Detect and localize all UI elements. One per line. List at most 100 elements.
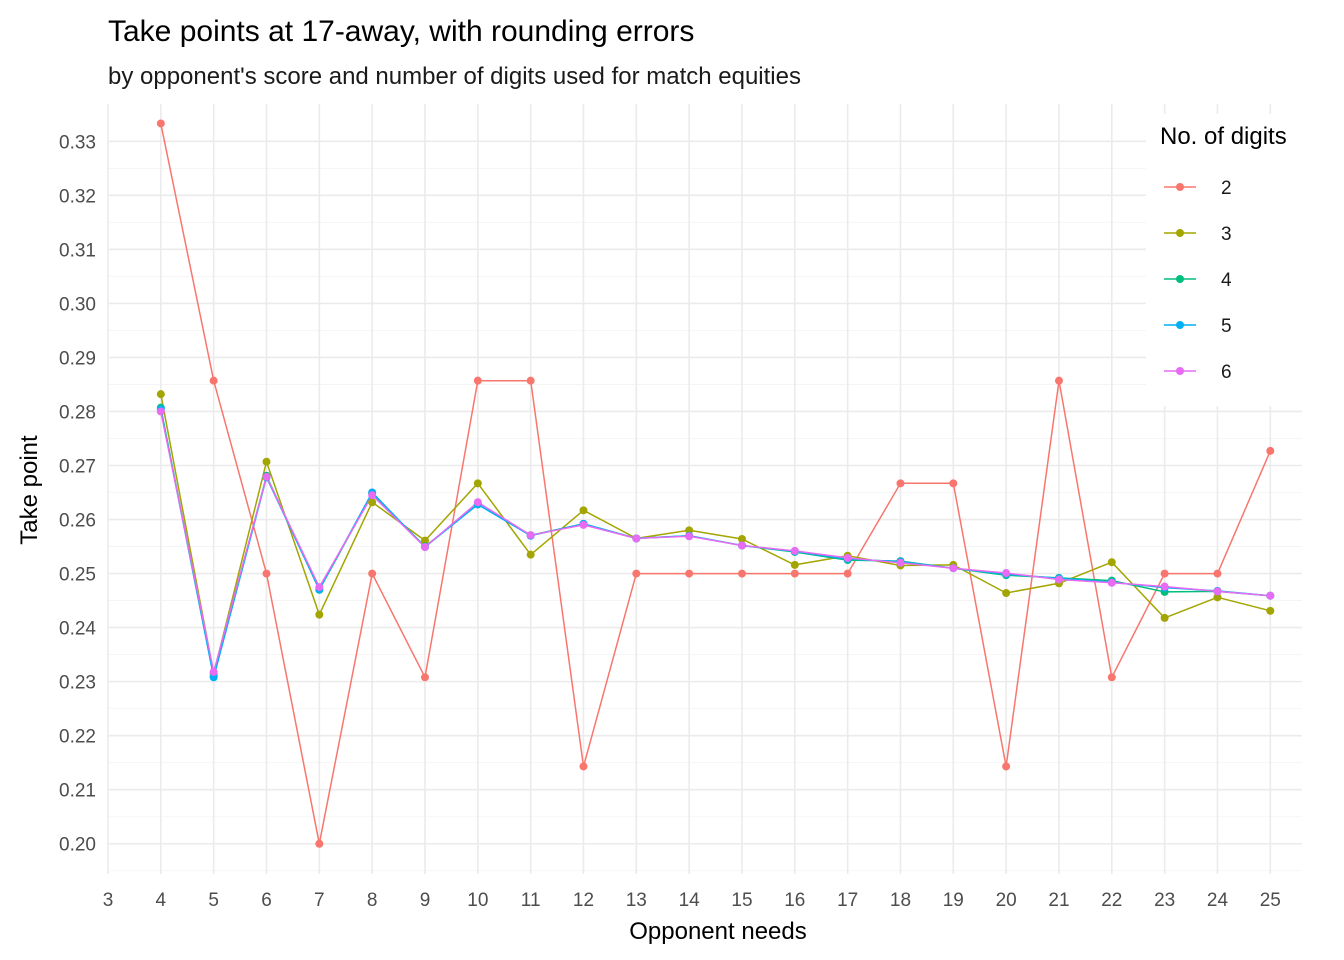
data-point-2 [209, 376, 218, 385]
data-point-6 [473, 498, 482, 507]
data-point-6 [262, 472, 271, 481]
x-tick-label: 10 [467, 890, 488, 911]
data-point-3 [315, 610, 324, 619]
x-tick-label: 5 [208, 890, 219, 911]
data-point-6 [1213, 587, 1222, 596]
data-point-3 [526, 550, 535, 559]
x-tick-label: 3 [103, 890, 114, 911]
data-point-3 [1002, 589, 1011, 598]
x-tick-label: 18 [890, 890, 911, 911]
data-point-2 [1054, 376, 1063, 385]
data-point-6 [949, 564, 958, 573]
x-tick-label: 14 [679, 890, 701, 911]
data-point-2 [949, 479, 958, 488]
data-point-6 [1107, 578, 1116, 587]
y-tick-label: 0.28 [59, 402, 96, 423]
data-point-2 [737, 569, 746, 578]
data-point-6 [843, 553, 852, 562]
x-tick-label: 11 [521, 890, 541, 911]
data-point-6 [579, 520, 588, 529]
data-point-2 [1266, 446, 1275, 455]
data-point-2 [262, 569, 271, 578]
data-point-6 [1054, 575, 1063, 584]
series-line-6 [160, 411, 1271, 673]
x-tick-label: 20 [996, 890, 1017, 911]
data-point-2 [420, 673, 429, 682]
x-tick-label: 16 [784, 890, 805, 911]
y-tick-label: 0.32 [59, 186, 96, 207]
data-point-2 [368, 569, 377, 578]
y-tick-label: 0.31 [59, 240, 96, 261]
data-point-6 [1002, 569, 1011, 578]
data-point-3 [1160, 613, 1169, 622]
data-point-2 [1002, 762, 1011, 771]
data-point-2 [896, 479, 905, 488]
y-tick-label: 0.24 [59, 619, 96, 640]
legend-key-point [1176, 321, 1184, 329]
x-tick-label: 23 [1154, 890, 1175, 911]
chart-title: Take points at 17-away, with rounding er… [108, 15, 694, 48]
data-point-6 [1266, 591, 1275, 600]
legend-key-point [1176, 183, 1184, 191]
series-lines [160, 123, 1271, 845]
y-tick-label: 0.20 [59, 835, 96, 856]
y-tick-label: 0.27 [59, 456, 96, 477]
data-point-3 [737, 534, 746, 543]
data-point-6 [737, 541, 746, 550]
legend-key-point [1176, 275, 1184, 283]
data-point-2 [1213, 569, 1222, 578]
x-tick-label: 22 [1101, 890, 1122, 911]
legend-label: 2 [1221, 178, 1232, 199]
x-tick-label: 21 [1048, 890, 1069, 911]
y-tick-label: 0.30 [59, 294, 96, 315]
x-axis-title: Opponent needs [629, 918, 806, 945]
data-point-6 [632, 534, 641, 543]
data-point-3 [368, 498, 377, 507]
series-line-3 [160, 394, 1271, 675]
data-point-3 [473, 479, 482, 488]
y-axis-ticks: 0.20 0.21 0.22 0.23 0.24 0.25 0.26 0.27 0.28 0.29… [59, 132, 96, 855]
data-point-2 [579, 762, 588, 771]
data-point-2 [526, 376, 535, 385]
data-point-6 [368, 491, 377, 500]
data-point-6 [420, 543, 429, 552]
legend-title: No. of digits [1160, 123, 1287, 150]
data-point-3 [420, 536, 429, 545]
legend-items: 2 3 4 5 6 [1164, 178, 1232, 383]
data-point-3 [579, 506, 588, 515]
legend-label: 4 [1221, 270, 1232, 291]
data-point-2 [790, 569, 799, 578]
data-point-2 [685, 569, 694, 578]
legend-key-point [1176, 367, 1184, 375]
data-point-2 [843, 569, 852, 578]
data-point-2 [156, 119, 165, 128]
data-point-6 [156, 407, 165, 416]
legend-background [1146, 114, 1342, 406]
data-point-2 [473, 376, 482, 385]
x-tick-label: 17 [837, 890, 858, 911]
y-tick-label: 0.25 [59, 565, 96, 586]
x-tick-label: 7 [314, 890, 325, 911]
x-tick-label: 24 [1207, 890, 1229, 911]
series-line-5 [160, 409, 1271, 679]
data-point-3 [790, 560, 799, 569]
data-point-2 [632, 569, 641, 578]
data-point-6 [209, 667, 218, 676]
data-point-2 [1160, 569, 1169, 578]
x-tick-label: 15 [731, 890, 752, 911]
x-tick-label: 8 [367, 890, 378, 911]
x-tick-label: 25 [1260, 890, 1281, 911]
data-point-3 [1107, 558, 1116, 567]
x-tick-label: 9 [420, 890, 431, 911]
x-tick-label: 13 [626, 890, 647, 911]
x-tick-label: 12 [573, 890, 594, 911]
data-point-3 [1213, 593, 1222, 602]
x-axis-ticks: 3 4 5 6 7 8 9 10 11 12 13 14 15 16 17 18 19 20 21 22 23 24 25 [103, 890, 1281, 911]
y-tick-label: 0.29 [59, 348, 96, 369]
data-point-2 [1107, 673, 1116, 682]
data-point-6 [896, 558, 905, 567]
y-tick-label: 0.22 [59, 727, 96, 748]
x-tick-label: 19 [943, 890, 964, 911]
data-point-6 [526, 531, 535, 540]
